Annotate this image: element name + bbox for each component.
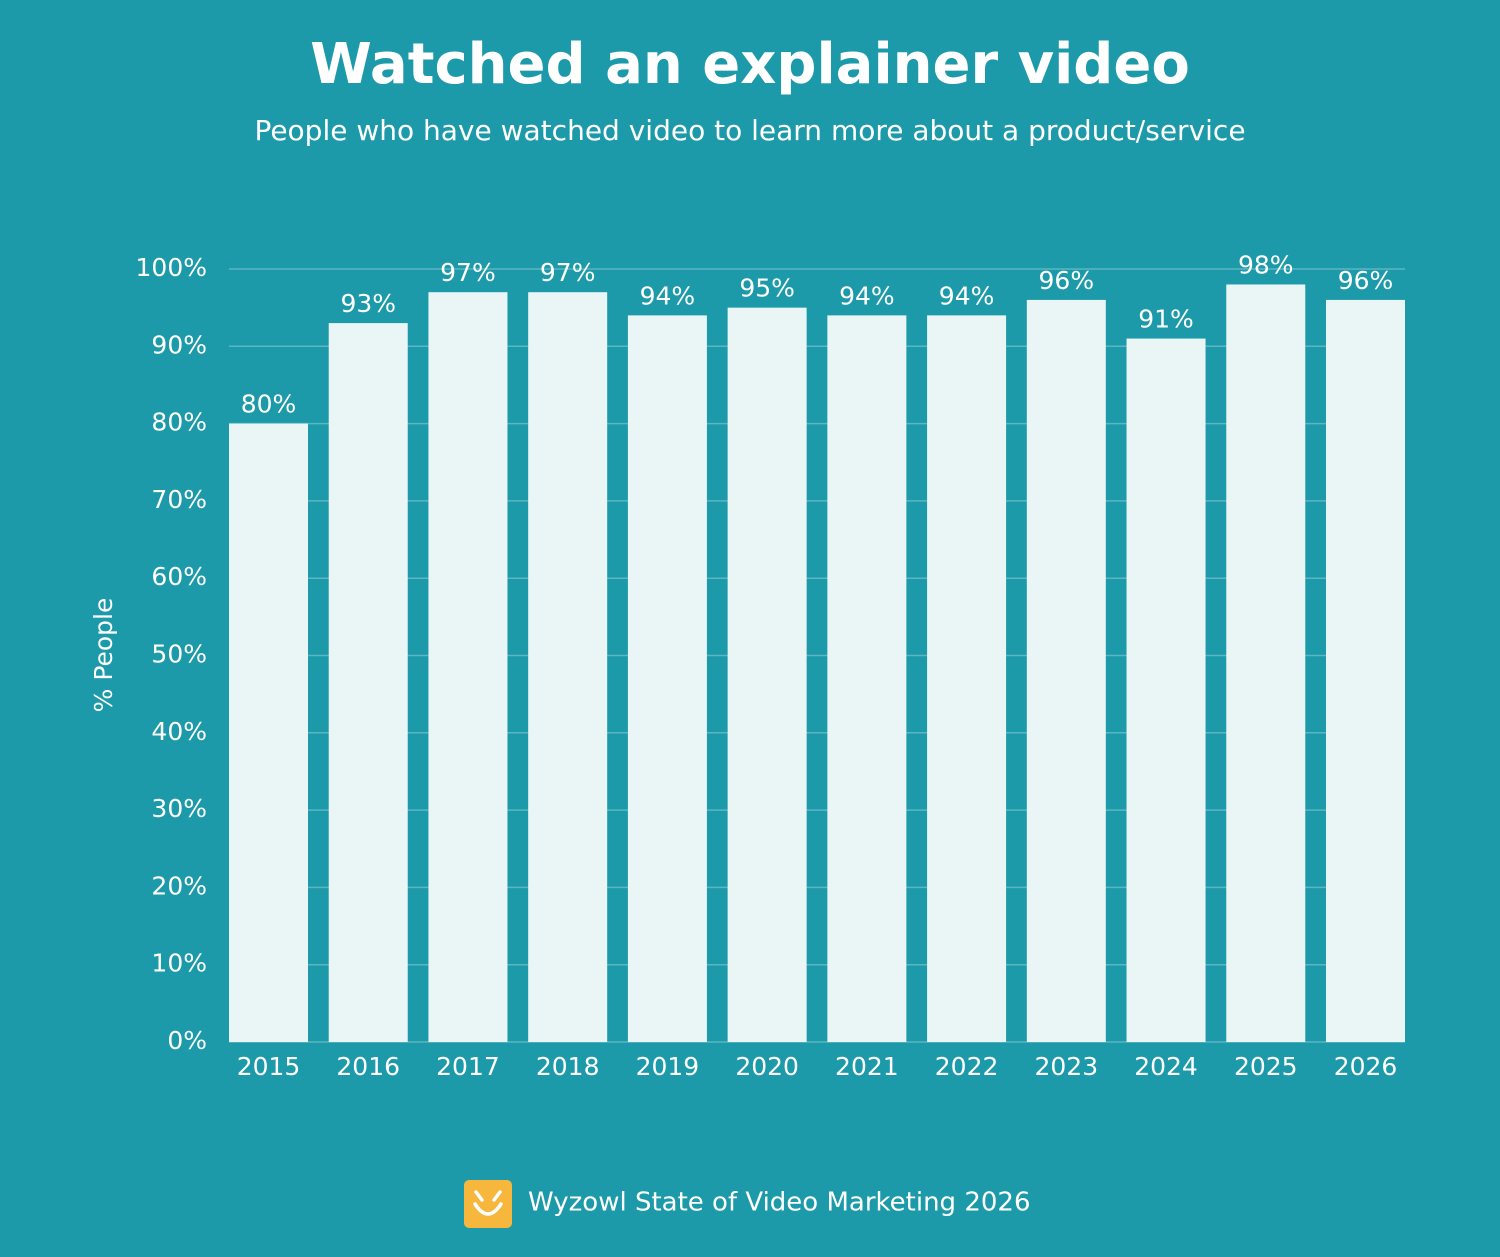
y-tick-label: 50% [151,640,207,669]
x-tick-label: 2018 [536,1052,600,1081]
x-tick-label: 2016 [336,1052,400,1081]
value-label: 97% [440,258,496,287]
x-tick-label: 2021 [835,1052,899,1081]
y-tick-label: 70% [151,485,207,514]
y-axis-label: % People [89,598,118,713]
x-tick-label: 2020 [735,1052,799,1081]
bar [1026,299,1106,1042]
bar [229,423,308,1043]
x-tick-label: 2025 [1234,1052,1298,1081]
bar [827,315,907,1042]
value-label: 91% [1138,305,1194,334]
value-label: 93% [340,289,396,318]
value-label: 94% [939,281,995,310]
y-tick-label: 80% [151,408,207,437]
source: Wyzowl State of Video Marketing 2026 [528,1188,1030,1218]
bar [1326,299,1405,1042]
source-logo [464,1180,512,1228]
y-tick-label: 10% [151,949,207,978]
bar [1126,338,1206,1042]
x-tick-label: 2023 [1035,1052,1099,1081]
x-tick-label: 2026 [1334,1052,1398,1081]
y-tick-label: 40% [151,717,207,746]
chart-title: Watched an explainer video [310,32,1190,97]
value-label: 95% [739,274,795,303]
value-label: 94% [839,281,895,310]
bar [627,315,707,1042]
x-tick-label: 2022 [935,1052,999,1081]
x-tick-label: 2019 [636,1052,700,1081]
y-tick-label: 90% [151,330,207,359]
bar [428,292,508,1042]
chart-subtitle: People who have watched video to learn m… [254,114,1245,147]
y-tick-label: 60% [151,562,207,591]
value-label: 94% [640,281,696,310]
x-tick-label: 2015 [237,1052,301,1081]
value-label: 97% [540,258,596,287]
x-tick-label: 2024 [1134,1052,1198,1081]
value-label: 80% [241,390,297,419]
x-tick-label: 2017 [436,1052,500,1081]
value-label: 96% [1039,266,1095,295]
bar [328,323,408,1042]
y-tick-label: 100% [136,253,207,282]
bar [727,307,807,1042]
value-label: 98% [1238,250,1294,279]
bar [927,315,1007,1042]
bar [528,292,608,1042]
y-tick-label: 0% [167,1026,207,1055]
y-tick-label: 30% [151,794,207,823]
value-label: 96% [1338,266,1394,295]
y-tick-label: 20% [151,871,207,900]
bar [1226,284,1306,1043]
